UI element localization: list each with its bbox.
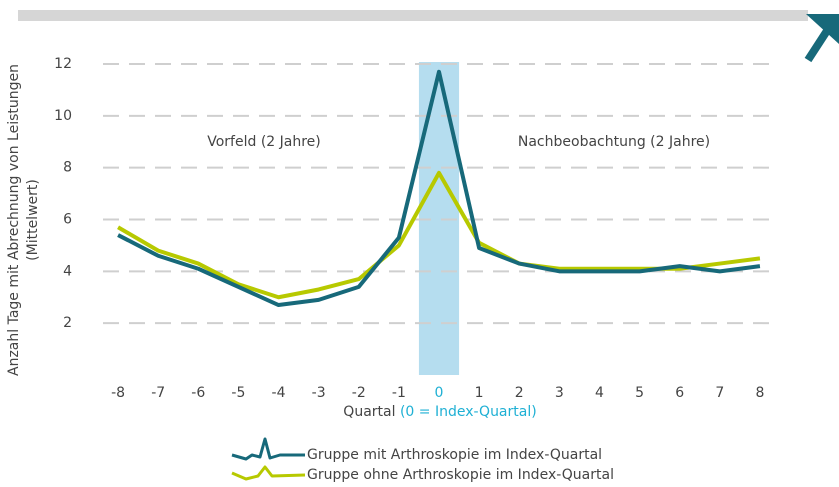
x-tick-label: -2 bbox=[352, 385, 366, 401]
x-tick-label: -6 bbox=[191, 385, 205, 401]
legend-label: Gruppe mit Arthroskopie im Index-Quartal bbox=[307, 447, 602, 463]
x-tick-label: 6 bbox=[675, 385, 684, 401]
legend-swatch bbox=[231, 465, 306, 481]
x-tick-label: -7 bbox=[151, 385, 165, 401]
line-series bbox=[117, 69, 761, 308]
header-bar bbox=[18, 10, 808, 21]
x-tick-label: -3 bbox=[312, 385, 326, 401]
x-axis-label-main: Quartal bbox=[343, 404, 395, 420]
x-tick-label: -4 bbox=[272, 385, 286, 401]
x-tick-label: 3 bbox=[555, 385, 564, 401]
y-tick-label: 2 bbox=[63, 315, 72, 331]
x-tick-label: 1 bbox=[475, 385, 484, 401]
y-tick-label: 4 bbox=[63, 263, 72, 279]
x-tick-label: -5 bbox=[231, 385, 245, 401]
x-tick-label: 7 bbox=[715, 385, 724, 401]
y-tick-label: 10 bbox=[54, 108, 72, 124]
y-axis-label-line: (Mittelwert) bbox=[25, 179, 41, 261]
legend-swatch bbox=[231, 437, 305, 461]
x-tick-label: -8 bbox=[111, 385, 125, 401]
arrow-icon bbox=[804, 14, 839, 63]
x-tick-label: -1 bbox=[392, 385, 406, 401]
y-tick-label: 12 bbox=[54, 56, 72, 72]
x-axis-label-note: (0 = Index-Quartal) bbox=[400, 404, 537, 420]
x-tick-label: 0 bbox=[435, 385, 444, 401]
x-axis-label: Quartal (0 = Index-Quartal) bbox=[343, 404, 536, 420]
x-tick-label: 2 bbox=[515, 385, 524, 401]
y-tick-label: 6 bbox=[63, 212, 72, 228]
legend-label: Gruppe ohne Arthroskopie im Index-Quarta… bbox=[307, 467, 614, 483]
annotation: Vorfeld (2 Jahre) bbox=[207, 134, 321, 150]
x-tick-label: 8 bbox=[755, 385, 764, 401]
x-tick-label: 5 bbox=[635, 385, 644, 401]
annotation: Nachbeobachtung (2 Jahre) bbox=[518, 134, 710, 150]
y-axis-label: Anzahl Tage mit Abrechnung von Leistunge… bbox=[6, 64, 41, 376]
y-tick-label: 8 bbox=[63, 160, 72, 176]
y-axis-label-line: Anzahl Tage mit Abrechnung von Leistunge… bbox=[6, 64, 22, 376]
x-tick-label: 4 bbox=[595, 385, 604, 401]
